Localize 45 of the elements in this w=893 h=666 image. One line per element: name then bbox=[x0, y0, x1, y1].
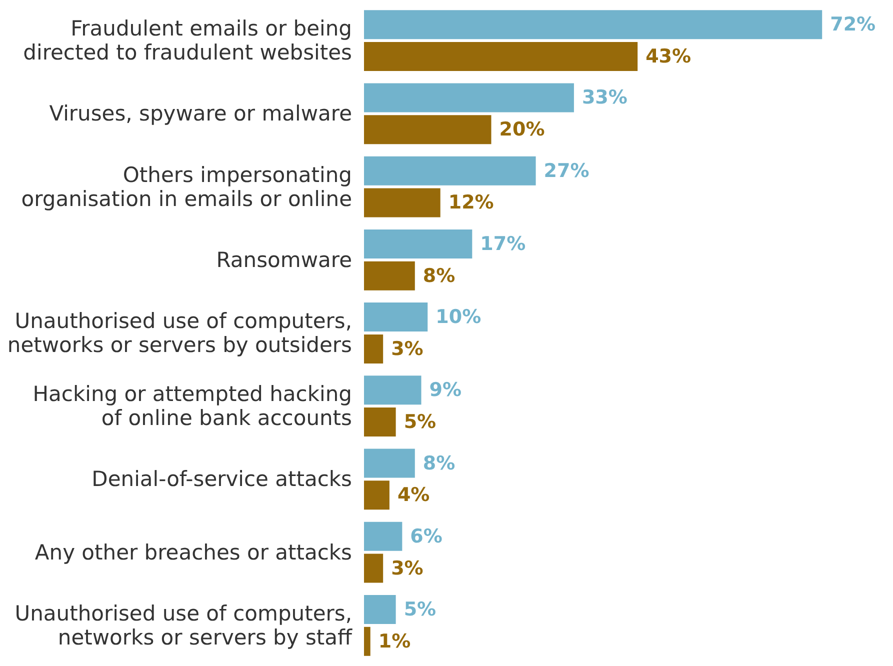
data-label: 8% bbox=[422, 452, 456, 474]
data-label: 10% bbox=[436, 306, 482, 328]
bar bbox=[364, 376, 422, 405]
data-label: 5% bbox=[404, 598, 436, 620]
y-tick-label: Unauthorised use of computers, networks or servers by outsiders bbox=[7, 309, 352, 357]
bar bbox=[364, 83, 574, 112]
bar bbox=[364, 626, 370, 656]
bar bbox=[364, 10, 822, 40]
data-label: 1% bbox=[378, 630, 411, 652]
y-tick-label: Hacking or attempted hacking of online bank accounts bbox=[32, 382, 352, 430]
y-tick-label: Ransomware bbox=[216, 248, 352, 272]
bar bbox=[364, 42, 638, 72]
bar bbox=[364, 261, 415, 290]
bar bbox=[364, 334, 384, 364]
bar bbox=[364, 115, 492, 144]
bar bbox=[364, 188, 440, 218]
bar bbox=[364, 156, 536, 186]
data-label: 3% bbox=[391, 557, 424, 580]
bar bbox=[364, 522, 402, 551]
data-label: 33% bbox=[582, 86, 628, 109]
bar bbox=[364, 408, 396, 437]
y-tick-label: Any other breaches or attacks bbox=[34, 540, 352, 564]
data-label: 12% bbox=[448, 192, 494, 214]
data-label: 20% bbox=[499, 118, 545, 141]
bar bbox=[364, 594, 396, 624]
y-tick-label: Denial-of-service attacks bbox=[92, 467, 352, 492]
bar bbox=[364, 480, 390, 510]
y-tick-label: Viruses, spyware or malware bbox=[49, 102, 352, 126]
bar bbox=[364, 229, 472, 258]
y-tick-label: Fraudulent emails or being directed to fraudulent websites bbox=[23, 16, 352, 65]
bar bbox=[364, 302, 428, 332]
y-tick-label: Others impersonating organisation in emails or online bbox=[21, 162, 352, 211]
bar bbox=[364, 448, 415, 478]
data-label: 27% bbox=[544, 160, 590, 182]
bar bbox=[364, 554, 384, 583]
data-label: 4% bbox=[397, 484, 430, 506]
data-label: 43% bbox=[646, 46, 692, 68]
data-label: 72% bbox=[830, 14, 876, 36]
data-label: 9% bbox=[429, 379, 462, 402]
data-label: 5% bbox=[404, 411, 436, 434]
y-tick-label: Unauthorised use of computers, networks or servers by staff bbox=[14, 601, 353, 650]
data-label: 17% bbox=[480, 232, 526, 255]
data-label: 8% bbox=[422, 264, 456, 287]
data-label: 3% bbox=[391, 338, 424, 360]
data-label: 6% bbox=[410, 525, 442, 548]
